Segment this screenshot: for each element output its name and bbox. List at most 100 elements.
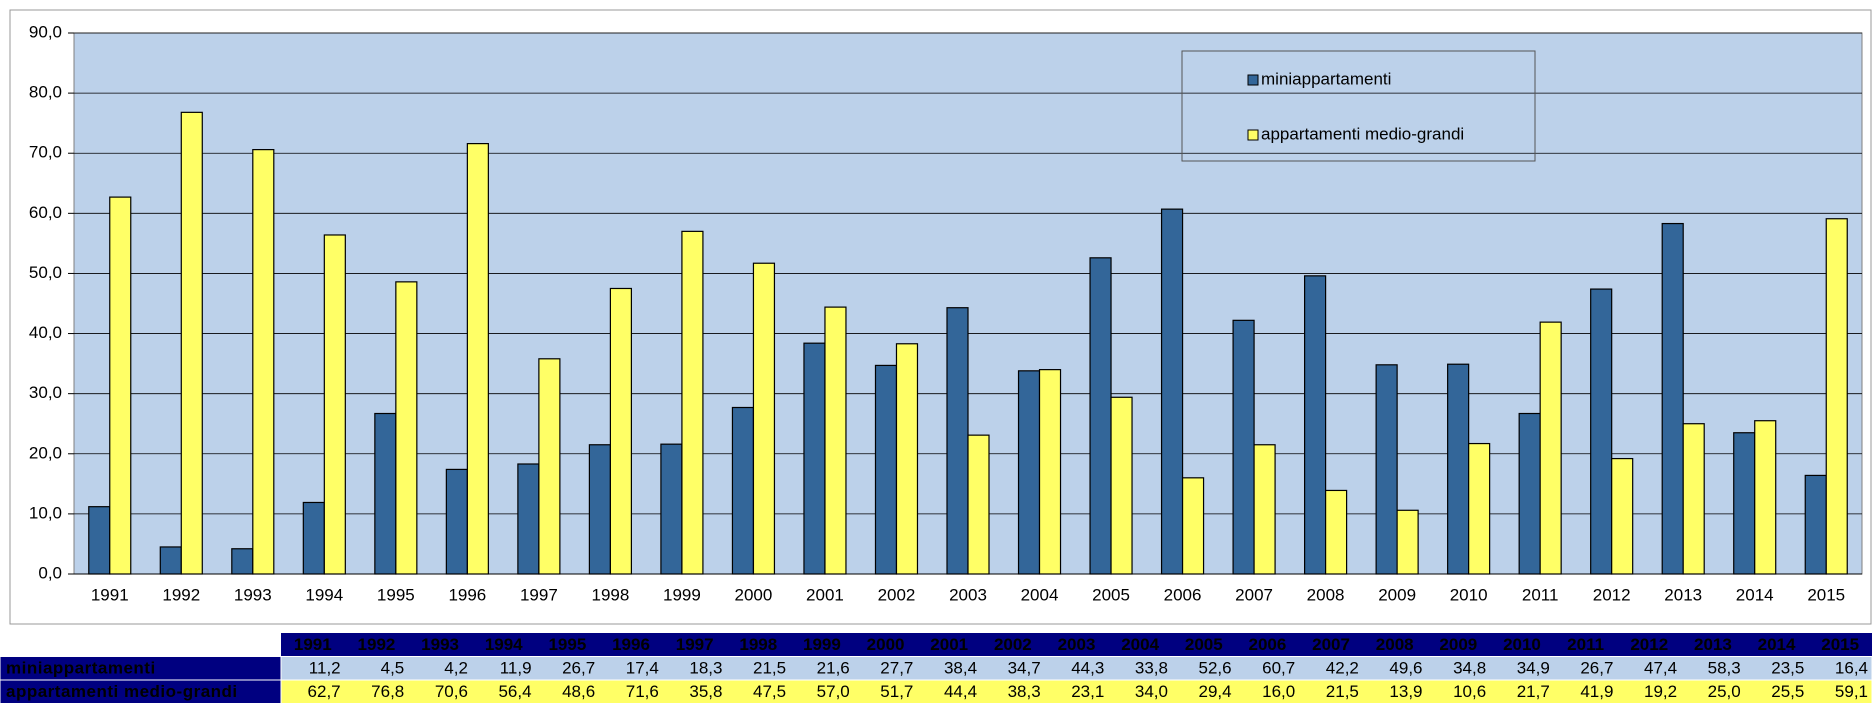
bar [660, 443, 683, 575]
table-year: 1998 [739, 635, 777, 654]
bar [180, 111, 203, 575]
bar [752, 262, 776, 575]
x-tick-label: 1995 [377, 585, 415, 604]
x-tick-label: 1998 [591, 585, 629, 604]
y-tick-label: 0,0 [38, 563, 62, 582]
table-value: 76,8 [371, 682, 404, 701]
bar [1160, 208, 1184, 575]
table-year: 2004 [1121, 635, 1159, 654]
table-value: 56,4 [498, 682, 531, 701]
bar [1447, 363, 1470, 575]
table-value: 57,0 [817, 682, 850, 701]
table-value: 71,6 [626, 682, 659, 701]
table-value: 41,9 [1580, 682, 1613, 701]
table-value: 47,4 [1644, 659, 1677, 678]
table-year: 1999 [803, 635, 841, 654]
y-tick-label: 90,0 [29, 22, 62, 41]
bar [946, 307, 969, 575]
bar [538, 358, 561, 575]
table-value: 60,7 [1262, 659, 1295, 678]
table-value: 18,3 [689, 659, 722, 678]
x-tick-label: 2008 [1307, 585, 1345, 604]
table-value: 44,3 [1071, 659, 1104, 678]
table-value: 25,5 [1771, 682, 1804, 701]
y-tick-label: 60,0 [29, 203, 62, 222]
x-tick-label: 1992 [162, 585, 200, 604]
bar [1518, 412, 1541, 575]
bar [466, 143, 489, 575]
table-year: 1991 [294, 635, 332, 654]
bar [803, 342, 826, 575]
table-year: 1994 [485, 635, 523, 654]
table-value: 21,6 [817, 659, 850, 678]
table-value: 42,2 [1326, 659, 1359, 678]
x-tick-label: 2015 [1807, 585, 1845, 604]
table-value: 13,9 [1389, 682, 1422, 701]
bar [445, 468, 468, 575]
table-year: 2009 [1439, 635, 1477, 654]
bar [1324, 489, 1348, 575]
table-year: 2008 [1376, 635, 1414, 654]
table-year: 2013 [1694, 635, 1732, 654]
table-value: 33,8 [1135, 659, 1168, 678]
x-tick-label: 2007 [1235, 585, 1273, 604]
y-tick-label: 50,0 [29, 263, 62, 282]
table-year: 1996 [612, 635, 650, 654]
x-tick-label: 2002 [878, 585, 916, 604]
x-tick-label: 2009 [1378, 585, 1416, 604]
table-value: 47,5 [753, 682, 786, 701]
table-year: 2003 [1058, 635, 1096, 654]
table-year: 2005 [1185, 635, 1223, 654]
table-value: 34,8 [1453, 659, 1486, 678]
table-value: 35,8 [689, 682, 722, 701]
table-value: 44,4 [944, 682, 977, 701]
bar [874, 364, 898, 575]
bar [1110, 396, 1133, 575]
y-tick-label: 70,0 [29, 143, 62, 162]
legend-swatch [1247, 129, 1259, 141]
bar [231, 548, 254, 575]
table-value: 38,4 [944, 659, 977, 678]
x-tick-label: 1994 [305, 585, 343, 604]
table-year: 1995 [548, 635, 586, 654]
table-value: 16,0 [1262, 682, 1295, 701]
bar [159, 546, 182, 575]
table-value: 34,0 [1135, 682, 1168, 701]
bar [895, 343, 919, 575]
bar [1396, 509, 1419, 575]
bar [1611, 457, 1634, 575]
bar [517, 463, 540, 575]
table-year: 2001 [930, 635, 968, 654]
table-value: 34,9 [1517, 659, 1550, 678]
table-value: 51,7 [880, 682, 913, 701]
table-value: 25,0 [1708, 682, 1741, 701]
bar [302, 501, 325, 575]
table-value: 48,6 [562, 682, 595, 701]
y-tick-label: 40,0 [29, 323, 62, 342]
table-value: 21,5 [1326, 682, 1359, 701]
x-tick-label: 2013 [1664, 585, 1702, 604]
x-tick-label: 1999 [663, 585, 701, 604]
table-year: 2000 [867, 635, 905, 654]
legend-swatch [1247, 74, 1259, 86]
x-tick-label: 2000 [735, 585, 773, 604]
table-value: 52,6 [1199, 659, 1232, 678]
y-tick-label: 80,0 [29, 83, 62, 102]
table-value: 21,7 [1517, 682, 1550, 701]
x-tick-label: 1993 [234, 585, 272, 604]
bar [1825, 218, 1848, 575]
table-value: 11,9 [500, 659, 532, 678]
bar [1468, 442, 1491, 575]
table-year: 1992 [358, 635, 396, 654]
bar [1038, 369, 1062, 575]
y-tick-label: 20,0 [29, 443, 62, 462]
table-value: 19,2 [1644, 682, 1677, 701]
bar [731, 406, 755, 575]
x-tick-label: 2011 [1522, 585, 1559, 604]
table-value: 21,5 [753, 659, 786, 678]
legend-box [1181, 50, 1536, 162]
bar [1232, 319, 1255, 575]
table-year: 1997 [676, 635, 714, 654]
x-tick-label: 2010 [1450, 585, 1488, 604]
table-year: 2010 [1503, 635, 1541, 654]
